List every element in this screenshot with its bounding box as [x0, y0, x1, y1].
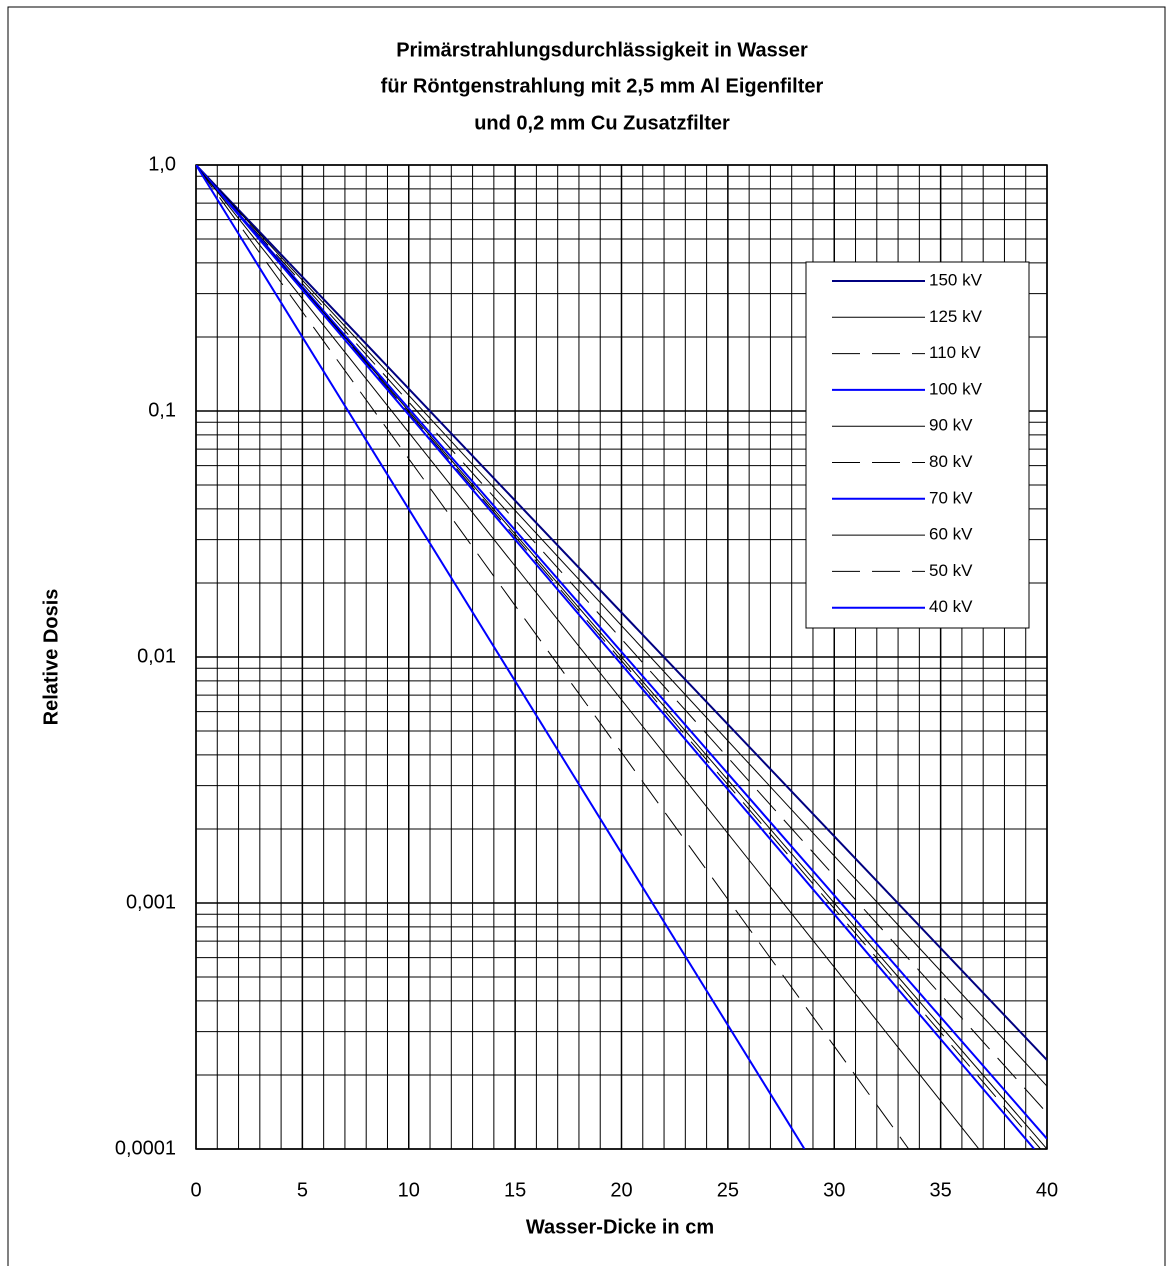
- legend-label: 50 kV: [929, 561, 973, 580]
- legend-label: 80 kV: [929, 452, 973, 471]
- y-tick-label: 0,1: [148, 399, 176, 421]
- legend-label: 150 kV: [929, 270, 983, 289]
- legend-label: 90 kV: [929, 416, 973, 435]
- x-tick-label: 30: [823, 1179, 845, 1201]
- data-line: [196, 165, 1047, 1114]
- y-tick-label: 0,001: [126, 891, 176, 913]
- chart-title: und 0,2 mm Cu Zusatzfilter: [474, 112, 730, 134]
- legend-label: 70 kV: [929, 488, 973, 507]
- x-tick-label: 15: [504, 1179, 526, 1201]
- legend-label: 110 kV: [929, 343, 981, 362]
- y-tick-label: 0,01: [137, 645, 176, 667]
- legend-box: [805, 261, 1030, 629]
- x-tick-label: 5: [297, 1179, 308, 1201]
- data-line: [196, 165, 1047, 1140]
- x-tick-label: 20: [610, 1179, 632, 1201]
- legend-label: 60 kV: [929, 525, 973, 544]
- chart-title: Primärstrahlungsdurchlässigkeit in Wasse…: [396, 39, 808, 61]
- data-line: [196, 165, 1035, 1149]
- legend-label: 100 kV: [929, 379, 983, 398]
- data-line: [196, 165, 806, 1149]
- x-tick-label: 25: [717, 1179, 739, 1201]
- x-axis-label: Wasser-Dicke in cm: [526, 1216, 714, 1238]
- data-line: [196, 165, 980, 1149]
- data-line: [196, 165, 910, 1149]
- x-tick-label: 0: [190, 1179, 201, 1201]
- data-line: [196, 165, 1047, 1061]
- data-line: [196, 165, 1047, 1149]
- data-line: [196, 165, 1047, 1087]
- y-tick-label: 0,0001: [115, 1137, 176, 1159]
- x-tick-label: 35: [930, 1179, 952, 1201]
- chart-title: für Röntgenstrahlung mit 2,5 mm Al Eigen…: [381, 75, 824, 97]
- legend-label: 40 kV: [929, 597, 973, 616]
- y-tick-label: 1,0: [148, 153, 176, 175]
- legend-label: 125 kV: [929, 307, 983, 326]
- y-axis-label: Relative Dosis: [40, 589, 62, 726]
- plot-frame: [195, 164, 1048, 1150]
- x-tick-label: 40: [1036, 1179, 1058, 1201]
- plot-lines: [196, 165, 1047, 1149]
- x-tick-label: 10: [398, 1179, 420, 1201]
- frame: [7, 6, 1166, 1266]
